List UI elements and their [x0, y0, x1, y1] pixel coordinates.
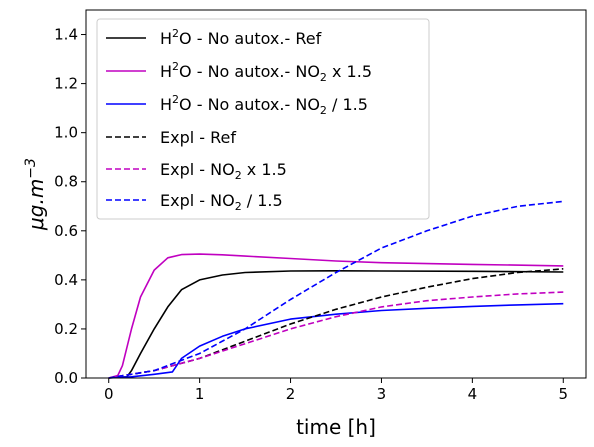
- legend-box: [96, 18, 430, 220]
- y-tick-label: 0.6: [54, 222, 78, 240]
- legend-label-base: Expl - NO: [160, 191, 235, 210]
- legend-label-base: H: [160, 95, 172, 114]
- legend-label-base: Expl - Ref: [160, 128, 236, 147]
- legend-label-tail: x 1.5: [242, 160, 287, 179]
- y-axis: 0.0 0.2 0.4 0.6 0.8 1.0 1.2 1.4: [54, 26, 86, 387]
- x-tick-label: 4: [468, 385, 478, 403]
- y-axis-label-exponent: −3: [23, 158, 39, 179]
- y-tick-label: 0.2: [54, 320, 78, 338]
- legend-label-sub: 2: [320, 71, 327, 84]
- legend-label-base: Expl - NO: [160, 160, 235, 179]
- x-tick-label: 0: [104, 385, 114, 403]
- legend-label-rest: O - No autox.- NO: [179, 95, 320, 114]
- legend-label: Expl - Ref: [160, 128, 236, 147]
- x-tick-label: 5: [558, 385, 568, 403]
- y-tick-label: 1.0: [54, 124, 78, 142]
- legend-label: Expl - NO2 / 1.5: [160, 191, 283, 213]
- x-axis-label: time [h]: [296, 415, 376, 439]
- x-tick-label: 1: [195, 385, 205, 403]
- x-tick-label: 3: [377, 385, 387, 403]
- legend-label-rest: O - No autox.- NO: [179, 62, 320, 81]
- legend-label: H2O - No autox.- NO2 x 1.5: [160, 60, 372, 84]
- legend-label-sub: 2: [235, 169, 242, 182]
- x-axis: 0 1 2 3 4 5: [104, 378, 568, 403]
- series-line-5: [108, 291, 564, 379]
- legend-label-sup: 2: [172, 93, 179, 106]
- legend-label-base: H: [160, 29, 172, 48]
- y-axis-label: μg.m−3: [23, 158, 48, 231]
- series-line-1: [108, 269, 564, 379]
- legend-label: H2O - No autox.- Ref: [160, 27, 322, 48]
- x-tick-label: 2: [286, 385, 296, 403]
- legend-label-rest: O - No autox.- Ref: [179, 29, 322, 48]
- y-tick-label: 0.8: [54, 173, 78, 191]
- legend-label-tail: / 1.5: [327, 95, 368, 114]
- series-line-2: [108, 253, 564, 379]
- y-tick-label: 1.2: [54, 75, 78, 93]
- legend-label: H2O - No autox.- NO2 / 1.5: [160, 93, 368, 117]
- plot-frame: [85, 9, 587, 379]
- y-tick-label: 1.4: [54, 26, 78, 44]
- series-line-6: [108, 200, 564, 379]
- legend-label-base: H: [160, 62, 172, 81]
- series-layer: [108, 200, 564, 379]
- legend-label: Expl - NO2 x 1.5: [160, 160, 287, 182]
- legend-label-tail: x 1.5: [327, 62, 372, 81]
- legend-label-sup: 2: [172, 60, 179, 73]
- legend-label-sup: 2: [172, 27, 179, 40]
- legend-label-sub: 2: [320, 104, 327, 117]
- legend-label-sub: 2: [235, 200, 242, 213]
- legend-label-tail: / 1.5: [242, 191, 283, 210]
- y-tick-label: 0.4: [54, 271, 78, 289]
- y-axis-label-main: μg.m: [24, 179, 48, 231]
- y-tick-label: 0.0: [54, 369, 78, 387]
